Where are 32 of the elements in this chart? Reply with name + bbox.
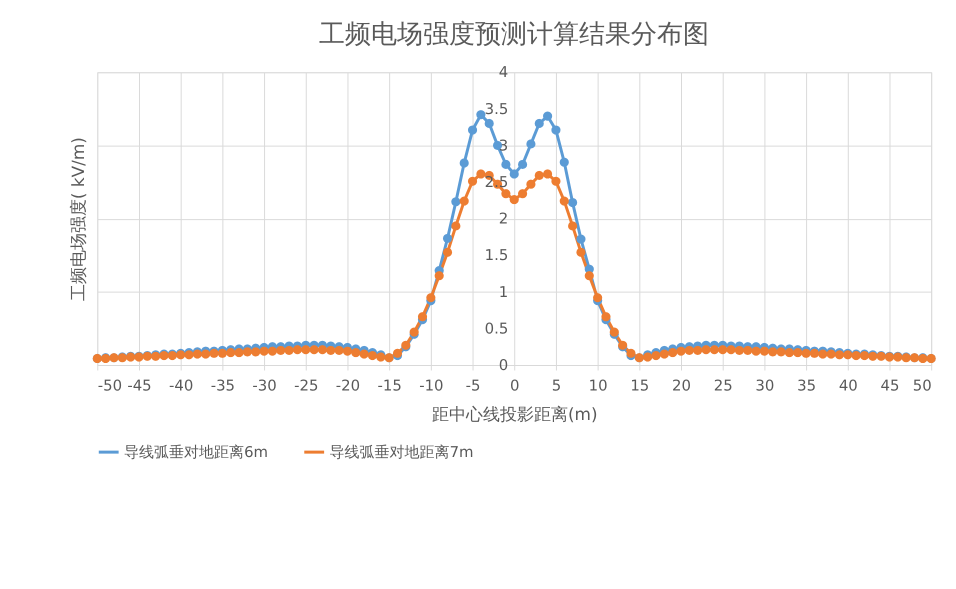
legend-label: 导线弧垂对地距离6m: [124, 443, 268, 462]
x-tick-label: 25: [714, 376, 733, 394]
x-tick-label: -5: [466, 376, 480, 394]
x-tick-label: -50: [98, 376, 122, 394]
chart-title: 工频电场强度预测计算结果分布图: [319, 19, 710, 50]
y-tick-label: 2: [498, 210, 508, 228]
x-tick-label: -40: [169, 376, 194, 394]
y-tick-label: 1: [498, 282, 508, 301]
x-axis-title: 距中心线投影距离(m): [432, 404, 598, 424]
x-tick-label: -30: [252, 376, 277, 394]
x-tick-label: 50: [912, 376, 932, 394]
x-tick-label: -25: [294, 376, 318, 394]
y-tick-label: 0.5: [484, 319, 508, 338]
x-tick-label: -35: [210, 376, 236, 394]
x-tick-label: 20: [672, 376, 691, 394]
x-tick-label: -20: [336, 376, 360, 394]
x-tick-label: 10: [588, 376, 608, 394]
x-tick-label: 5: [552, 376, 562, 394]
y-axis-title: 工频电场强度( kV/m): [68, 137, 88, 302]
y-tick-label: 4: [498, 63, 508, 82]
y-tick-label: 1.5: [484, 246, 508, 264]
x-tick-label: -10: [419, 376, 444, 394]
y-tick-label: 3.5: [484, 100, 508, 118]
x-tick-label: -45: [127, 376, 152, 394]
x-tick-label: 35: [797, 376, 816, 394]
y-tick-label: 0: [498, 356, 508, 374]
x-tick-label: 30: [755, 376, 774, 394]
x-tick-label: 45: [880, 376, 900, 394]
x-tick-label: 15: [630, 376, 650, 394]
x-tick-label: 40: [838, 376, 858, 394]
legend-label: 导线弧垂对地距离7m: [330, 443, 474, 462]
x-tick-label: -15: [378, 376, 402, 394]
